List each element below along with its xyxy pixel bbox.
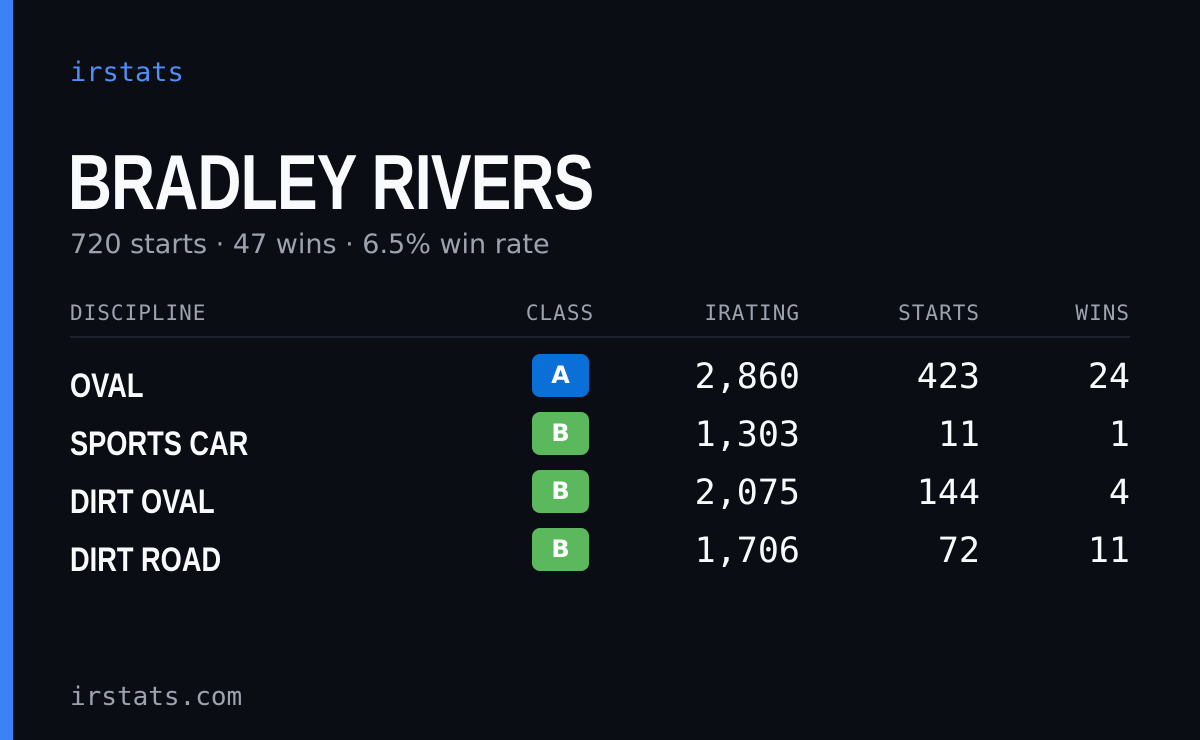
header-discipline: DISCIPLINE [70,301,207,325]
table-row-dirt-oval: DIRT OVAL B 2,075 144 4 [70,470,1130,528]
starts-value: 72 [937,531,980,571]
header-class: CLASS [525,301,595,325]
header-wins: WINS [1075,301,1130,325]
wins-value: 24 [1087,357,1130,397]
table-header-row: DISCIPLINE CLASS IRATING STARTS WINS [70,296,1130,338]
brand-logo-text: irstats [70,57,184,88]
wins-value: 4 [1108,473,1130,513]
table-body: OVAL A 2,860 423 24 SPORTS CAR B 1,303 1… [70,338,1130,586]
irating-value: 2,075 [694,473,800,513]
irating-value: 1,706 [694,531,800,571]
discipline-stats-table: DISCIPLINE CLASS IRATING STARTS WINS OVA… [70,296,1130,586]
starts-value: 11 [937,415,980,455]
wins-value: 1 [1108,415,1130,455]
driver-name: BRADLEY RIVERS [68,138,594,226]
table-row-dirt-road: DIRT ROAD B 1,706 72 11 [70,528,1130,586]
starts-value: 423 [916,357,980,397]
irating-value: 1,303 [694,415,800,455]
header-starts: STARTS [898,301,980,325]
table-row-sports-car: SPORTS CAR B 1,303 11 1 [70,412,1130,470]
license-class-badge: B [532,528,589,571]
license-class-badge: A [532,354,589,397]
discipline-name: DIRT ROAD [70,541,222,579]
license-class-badge: B [532,412,589,455]
discipline-name: DIRT OVAL [70,483,215,521]
header-irating: IRATING [704,301,800,325]
footer-url: irstats.com [70,682,243,712]
accent-bar [0,0,13,740]
discipline-name: SPORTS CAR [70,425,249,463]
starts-value: 144 [916,473,980,513]
table-row-oval: OVAL A 2,860 423 24 [70,354,1130,412]
discipline-name: OVAL [70,367,144,405]
driver-summary: 720 starts · 47 wins · 6.5% win rate [70,229,550,260]
irating-value: 2,860 [694,357,800,397]
wins-value: 11 [1087,531,1130,571]
license-class-badge: B [532,470,589,513]
